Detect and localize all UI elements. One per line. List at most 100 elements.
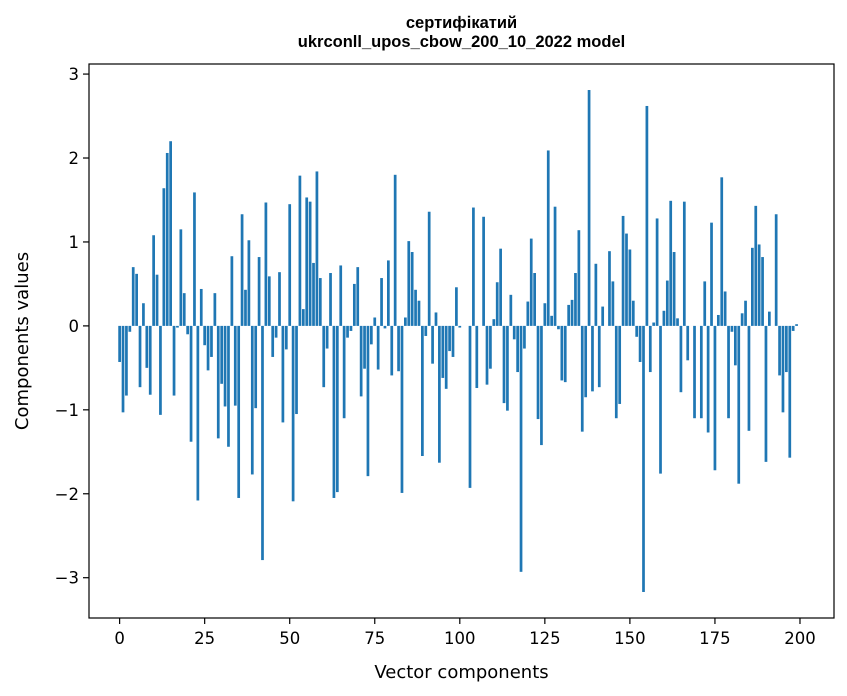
x-tick-label: 0 <box>114 629 125 648</box>
bar <box>380 278 383 326</box>
bar <box>176 325 179 328</box>
bar <box>788 325 792 458</box>
bar <box>261 325 264 561</box>
bar <box>631 300 635 326</box>
bar <box>621 215 625 326</box>
bar <box>638 325 642 362</box>
bar <box>257 257 261 326</box>
bar <box>427 211 431 326</box>
x-tick-label: 75 <box>364 629 385 648</box>
bar <box>373 317 377 326</box>
bar <box>652 322 656 326</box>
bar <box>676 318 679 326</box>
bar <box>318 278 322 326</box>
bar <box>716 314 720 326</box>
bar <box>628 249 632 326</box>
bar <box>322 325 326 388</box>
bar <box>254 325 258 409</box>
bar <box>686 325 690 361</box>
bar <box>356 267 360 326</box>
bar <box>710 222 713 326</box>
bar <box>203 325 207 346</box>
bar <box>489 325 492 369</box>
bar <box>298 175 302 326</box>
bar <box>387 260 390 326</box>
bar <box>574 273 577 326</box>
bar <box>165 152 169 326</box>
bar <box>315 171 319 326</box>
bar <box>730 325 734 332</box>
bar <box>601 306 605 326</box>
bar <box>754 205 758 326</box>
bar <box>679 325 683 393</box>
bar <box>244 289 247 326</box>
bar <box>506 325 509 411</box>
bar <box>414 289 417 326</box>
bar <box>404 317 407 326</box>
bar <box>536 325 540 420</box>
bar <box>740 313 744 326</box>
bar <box>397 325 400 372</box>
bar <box>693 325 696 419</box>
bar <box>523 325 526 349</box>
bar <box>301 309 305 326</box>
bar <box>587 90 591 326</box>
bar <box>455 287 458 326</box>
bar <box>618 325 622 404</box>
bar <box>665 280 669 326</box>
bar <box>431 325 434 364</box>
bar <box>597 325 601 388</box>
bar <box>189 325 193 442</box>
x-tick-label: 200 <box>784 629 816 648</box>
bar <box>441 325 445 378</box>
bar <box>434 312 438 326</box>
bars <box>118 90 798 592</box>
bar <box>713 325 717 471</box>
bar <box>502 325 506 404</box>
bar <box>764 325 768 462</box>
bar <box>482 216 485 326</box>
bar <box>264 202 268 326</box>
bar <box>148 325 152 395</box>
bar <box>682 201 686 326</box>
bar <box>451 325 455 357</box>
y-tick-label: −3 <box>55 569 79 588</box>
bar <box>230 256 234 326</box>
y-axis-label: Components values <box>12 252 33 430</box>
bar <box>162 188 166 326</box>
bar <box>672 252 676 326</box>
bar <box>267 276 271 326</box>
bar <box>159 325 162 415</box>
bar <box>247 240 251 326</box>
bar <box>591 325 594 392</box>
bar <box>138 325 142 388</box>
bar <box>339 265 343 326</box>
bar <box>475 325 479 389</box>
bar <box>291 325 295 502</box>
bar <box>332 325 336 498</box>
y-tick-label: −1 <box>55 401 79 420</box>
bar <box>516 325 519 373</box>
bar <box>223 325 227 407</box>
bar <box>458 325 462 328</box>
bar <box>169 141 172 326</box>
bar <box>199 288 203 326</box>
bar <box>747 325 751 431</box>
bar <box>669 200 673 326</box>
bar <box>227 325 230 447</box>
bar <box>210 325 213 357</box>
bar <box>179 229 183 326</box>
bar <box>281 325 285 423</box>
y-tick-label: −2 <box>55 485 79 504</box>
bar <box>737 325 741 484</box>
bar <box>359 325 363 397</box>
bar <box>438 325 441 463</box>
bar <box>216 325 220 439</box>
bar <box>335 325 339 493</box>
x-tick-label: 175 <box>699 629 731 648</box>
bar <box>757 244 761 326</box>
x-axis-ticks: 0 25 50 75 100 125 150 175 200 <box>114 618 816 648</box>
bar <box>655 218 659 326</box>
x-tick-label: 125 <box>529 629 561 648</box>
bar <box>727 325 730 419</box>
